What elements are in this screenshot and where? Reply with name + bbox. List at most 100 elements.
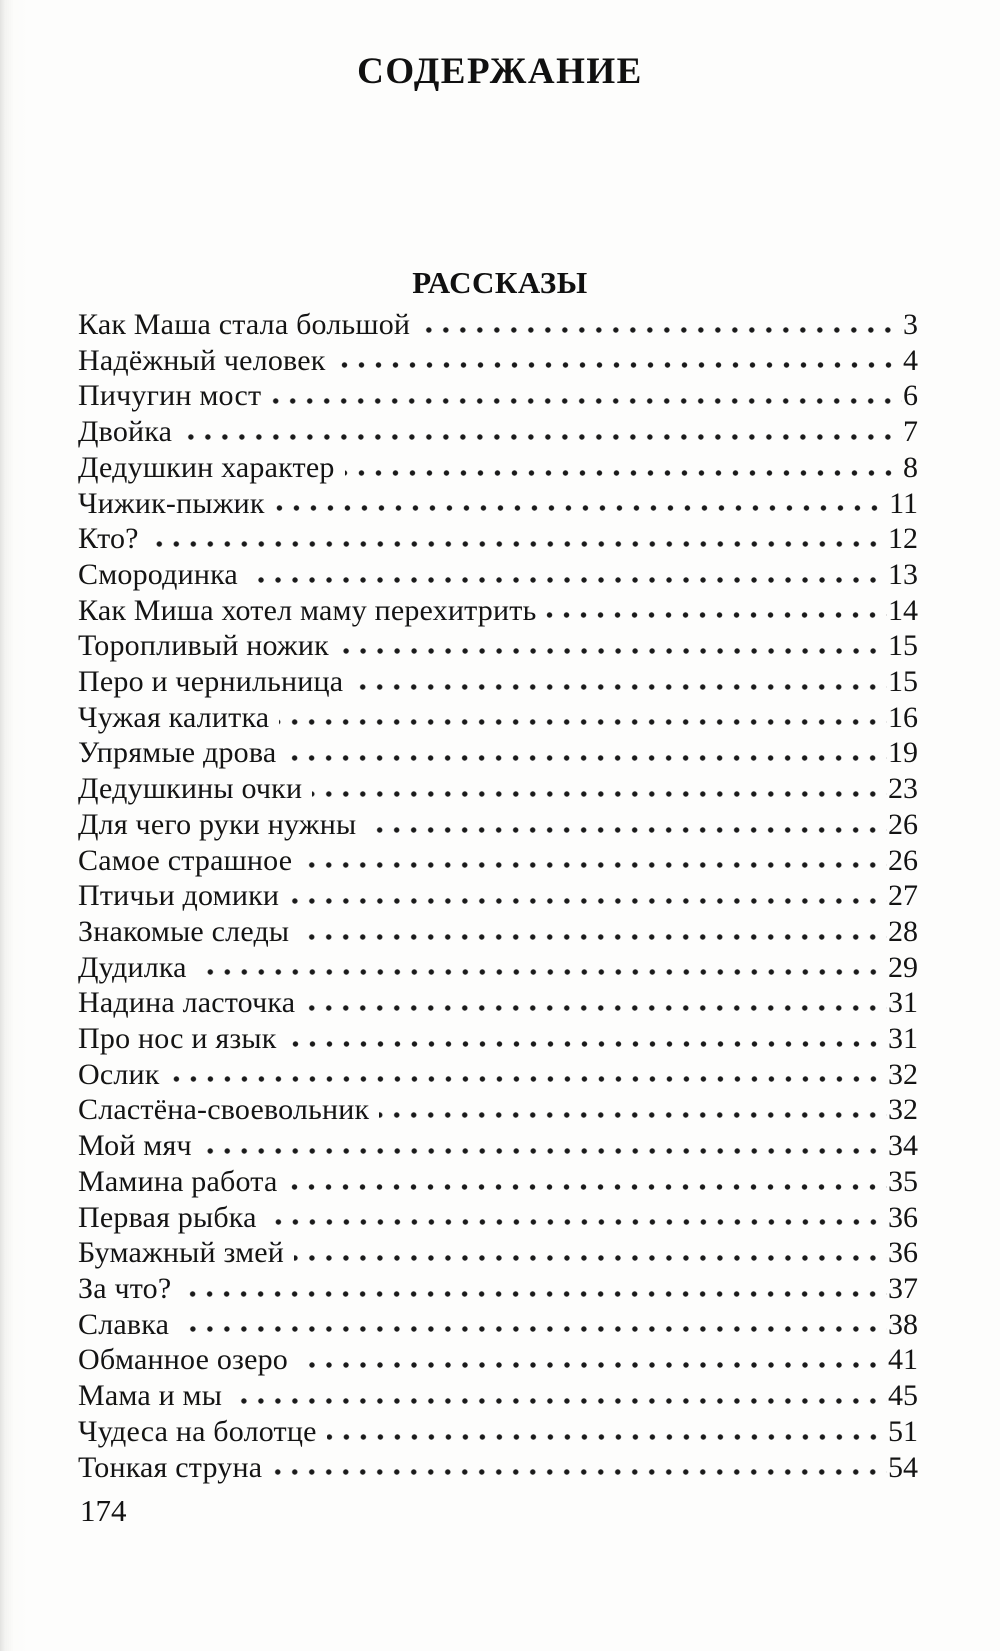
- dot-leader: [169, 1056, 887, 1093]
- toc-entry-title: Чижик-пыжик: [78, 486, 265, 520]
- toc-entry: Как Миша хотел маму перехитрить 14: [78, 592, 918, 629]
- toc-entry-page: 15: [888, 629, 918, 663]
- toc-entry-page: 23: [888, 772, 918, 806]
- dot-leader: [274, 485, 889, 522]
- dot-leader: [302, 842, 887, 879]
- toc-entry-page: 27: [888, 879, 918, 913]
- toc-entry-page: 45: [888, 1379, 918, 1413]
- dot-leader: [420, 307, 902, 343]
- toc-entry-page: 29: [888, 950, 918, 984]
- toc-entry-title: Про нос и язык: [78, 1022, 277, 1056]
- dot-leader: [181, 1270, 887, 1307]
- toc-entry: Двойка 7: [78, 414, 918, 450]
- toc-entry-page: 32: [888, 1093, 918, 1127]
- toc-entry-title: Как Маша стала большой: [78, 308, 411, 341]
- toc-entry: Упрямые дрова 19: [78, 735, 918, 772]
- toc-entry-page: 51: [888, 1414, 918, 1448]
- toc-entry-title: Птичьи домики: [78, 879, 280, 913]
- toc-entry-title: Обманное озеро: [78, 1343, 288, 1377]
- toc-entry: Мама и мы 45: [78, 1378, 918, 1414]
- toc-entry: Ослик 32: [78, 1056, 918, 1093]
- toc-entry-page: 35: [888, 1164, 918, 1198]
- toc-entry-title: Дедушкины очки: [78, 772, 303, 806]
- dot-leader: [272, 1449, 887, 1486]
- toc-entry-page: 15: [888, 665, 918, 699]
- toc-entry-page: 32: [888, 1057, 918, 1091]
- toc-entry-title: Знакомые следы: [78, 914, 290, 948]
- toc-entry-title: Двойка: [78, 415, 173, 449]
- dot-leader: [312, 771, 887, 807]
- toc-entry-page: 6: [903, 379, 918, 413]
- dot-leader: [266, 1199, 887, 1236]
- toc-entry: Бумажный змей 36: [78, 1235, 918, 1271]
- toc-entry-title: Упрямые дрова: [78, 736, 277, 770]
- toc-entry-page: 31: [888, 986, 918, 1020]
- toc-entry-title: Торопливый ножик: [78, 629, 329, 663]
- toc-entry: Сластёна-своевольник 32: [78, 1092, 918, 1129]
- toc-entry-page: 28: [888, 914, 918, 948]
- toc-entry-page: 11: [889, 486, 918, 520]
- dot-leader: [546, 592, 887, 629]
- dot-leader: [305, 985, 887, 1022]
- toc-entry-title: Славка: [78, 1307, 170, 1341]
- toc-entry: За что? 37: [78, 1270, 918, 1307]
- dot-leader: [247, 556, 887, 593]
- toc-entry-page: 26: [888, 843, 918, 877]
- toc-entry-page: 12: [888, 522, 918, 556]
- toc-entry: Чужая калитка 16: [78, 699, 918, 736]
- toc-entry-page: 26: [888, 807, 918, 841]
- toc-entry-page: 13: [888, 557, 918, 591]
- toc-entry-title: Дудилка: [78, 950, 187, 984]
- toc-entry-title: Бумажный змей: [78, 1236, 285, 1270]
- toc-entry-title: Мамина работа: [78, 1164, 278, 1198]
- toc-entry: Дудилка 29: [78, 949, 918, 986]
- section-heading: РАССКАЗЫ: [412, 265, 588, 300]
- toc-entry-title: Надёжный человек: [78, 343, 326, 377]
- toc-entry: Торопливый ножик 15: [78, 628, 918, 665]
- toc-entry-page: 4: [903, 343, 918, 377]
- toc-entry-title: Мой мяч: [78, 1129, 192, 1163]
- toc-entry-title: Сластёна-своевольник: [78, 1093, 370, 1127]
- dot-leader: [196, 949, 887, 986]
- toc-entry: Тонкая струна 54: [78, 1449, 918, 1486]
- toc-entry: Чижик-пыжик 11: [78, 485, 918, 522]
- toc-entry: Пичугин мост 6: [78, 378, 918, 415]
- page-title: СОДЕРЖАНИЕ: [357, 51, 643, 92]
- toc-entry: Надёжный человек 4: [78, 342, 918, 379]
- toc-entry: Мой мяч 34: [78, 1128, 918, 1164]
- dot-leader: [289, 878, 887, 914]
- toc-entry-page: 31: [888, 1022, 918, 1056]
- toc-entry: Для чего руки нужны 26: [78, 806, 918, 843]
- toc-entry: Как Маша стала большой 3: [78, 307, 918, 343]
- toc-entry: Про нос и язык 31: [78, 1021, 918, 1057]
- toc-entry: Знакомые следы 28: [78, 913, 918, 950]
- dot-leader: [182, 414, 902, 450]
- toc-entry-title: Тонкая струна: [78, 1450, 263, 1484]
- dot-leader: [366, 806, 887, 843]
- dot-leader: [294, 1235, 887, 1271]
- toc-entry-page: 8: [903, 450, 918, 484]
- toc-entry-page: 38: [888, 1307, 918, 1341]
- dot-leader: [298, 1342, 887, 1379]
- toc-entry: Обманное озеро 41: [78, 1342, 918, 1379]
- dot-leader: [353, 664, 887, 700]
- dot-leader: [338, 628, 887, 665]
- toc-entry-title: Для чего руки нужны: [78, 807, 357, 841]
- toc-entry: Смородинка 13: [78, 556, 918, 593]
- toc-entry-page: 37: [888, 1271, 918, 1305]
- toc-entry: Дедушкины очки 23: [78, 771, 918, 807]
- dot-leader: [335, 342, 902, 379]
- toc-entry-title: Перо и чернильница: [78, 665, 344, 699]
- toc-entry-title: Чужая калитка: [78, 700, 270, 734]
- toc-entry-page: 36: [888, 1236, 918, 1270]
- toc-entry: Дедушкин характер 8: [78, 449, 918, 486]
- toc-entry-page: 7: [903, 415, 918, 449]
- dot-leader: [287, 1163, 887, 1200]
- toc-entry: Надина ласточка 31: [78, 985, 918, 1022]
- dot-leader: [148, 521, 887, 557]
- toc-entry-title: Первая рыбка: [78, 1200, 257, 1234]
- dot-leader: [179, 1306, 887, 1343]
- dot-leader: [326, 1413, 887, 1450]
- toc-entry-title: Как Миша хотел маму перехитрить: [78, 593, 537, 627]
